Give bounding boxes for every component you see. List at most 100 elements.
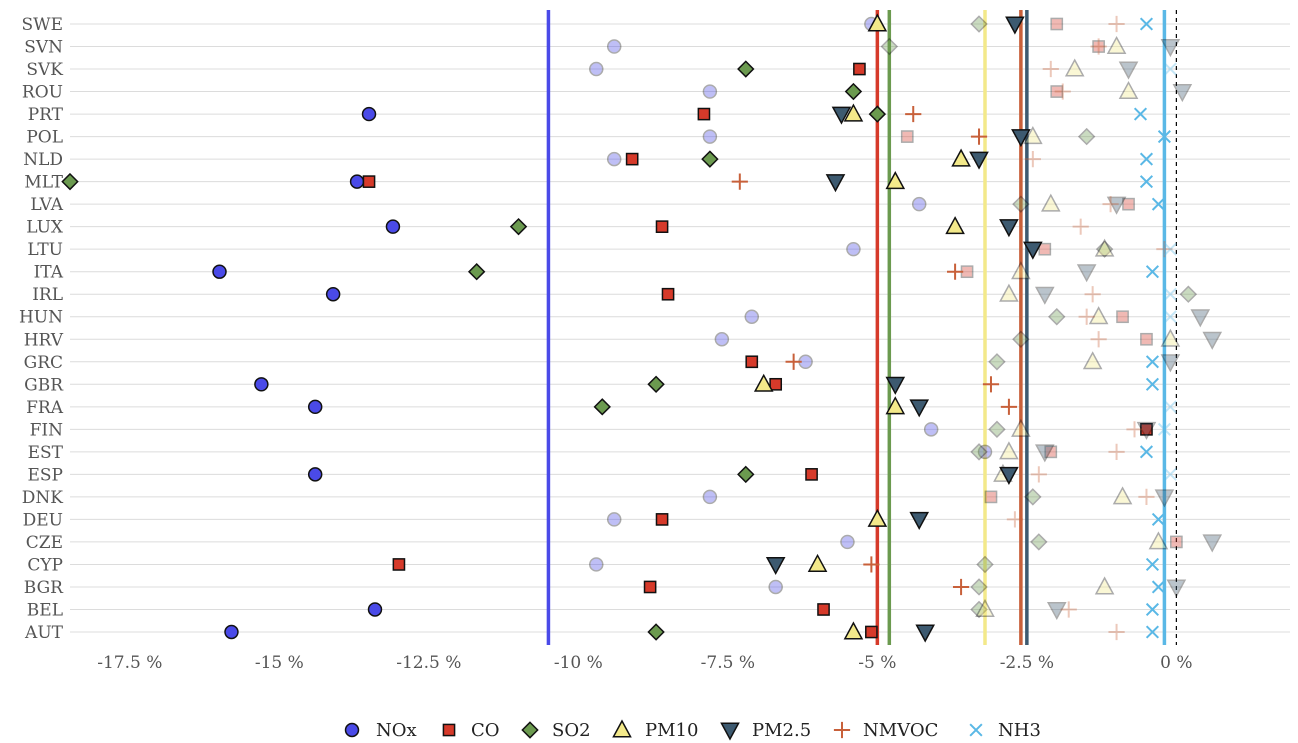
point-co-bel	[817, 603, 830, 616]
point-pm10-fin	[1011, 418, 1031, 437]
point-nmvoc-bgr	[952, 578, 970, 596]
category-label-svk: SVK	[26, 60, 63, 80]
legend-label-nh3: NH3	[998, 720, 1041, 741]
x-tick-label: -10 %	[554, 653, 603, 673]
legend: NOx CO SO2 PM10 PM2.5 NMVOC NH3	[344, 719, 1041, 741]
point-so2-gbr	[647, 375, 665, 394]
point-pm10-ita	[1011, 261, 1031, 280]
point-so2-lux	[509, 217, 528, 236]
point-so2-est	[970, 443, 988, 461]
point-nh3-ltu	[1163, 242, 1177, 256]
point-so2-cyp	[976, 555, 994, 574]
point-nmvoc-ita	[946, 263, 964, 280]
point-nox-prt	[361, 106, 377, 122]
point-pm10-grc	[1082, 351, 1103, 370]
point-nmvoc-cyp	[863, 556, 880, 573]
legend-marker-pm2-5	[720, 722, 740, 741]
point-nh3-est	[1139, 445, 1154, 459]
point-so2-ita	[467, 262, 486, 281]
point-pm2-5-aut	[915, 624, 936, 643]
category-label-nld: NLD	[23, 150, 63, 170]
legend-item-nox: NOx	[344, 720, 417, 741]
point-nmvoc-mlt	[731, 173, 748, 190]
point-nmvoc-nld	[1024, 151, 1041, 168]
point-nh3-deu	[1151, 512, 1165, 526]
point-pm2-5-cze	[1202, 534, 1223, 553]
point-pm2-5-gbr	[885, 376, 906, 395]
point-pm10-prt	[843, 103, 864, 122]
point-nox-irl	[325, 286, 341, 302]
point-pm10-gbr	[753, 373, 774, 392]
legend-item-pm2-5: PM2.5	[720, 720, 811, 741]
point-co-aut	[865, 625, 878, 639]
point-so2-mlt	[61, 172, 79, 191]
point-nox-fin	[923, 422, 939, 437]
point-pm2-5-ita	[1076, 264, 1097, 283]
point-pm10-rou	[1118, 80, 1139, 100]
point-nh3-grc	[1145, 355, 1160, 369]
category-label-aut: AUT	[24, 623, 64, 643]
category-label-bel: BEL	[27, 600, 63, 620]
legend-item-so2: SO2	[521, 720, 591, 741]
category-label-svn: SVN	[24, 38, 63, 58]
point-nox-svk	[589, 61, 604, 77]
data-points	[61, 13, 1223, 643]
point-pm2-5-hun	[1190, 309, 1211, 328]
category-label-cyp: CYP	[27, 555, 63, 575]
point-nmvoc-ltu	[1156, 241, 1173, 258]
x-tick-label: -7.5 %	[701, 653, 755, 673]
point-nox-aut	[224, 624, 239, 640]
point-nox-bel	[367, 602, 383, 617]
point-nmvoc-fra	[1000, 398, 1018, 415]
category-label-mlt: MLT	[24, 173, 63, 193]
point-co-dnk	[984, 490, 998, 504]
category-label-fra: FRA	[26, 398, 64, 418]
point-so2-rou	[844, 82, 863, 101]
point-pm10-aut	[843, 621, 864, 640]
point-co-svk	[853, 62, 866, 76]
series-nmvoc	[731, 15, 1173, 641]
category-label-cze: CZE	[26, 533, 63, 553]
point-pm2-5-bgr	[1166, 579, 1187, 598]
point-pm2-5-cyp	[765, 556, 786, 576]
point-pm2-5-svn	[1160, 39, 1181, 58]
series-mean-lines	[546, 10, 1177, 645]
point-nh3-bgr	[1151, 580, 1165, 594]
point-co-hrv	[1140, 332, 1153, 346]
point-nmvoc-esp	[1030, 466, 1047, 483]
series-nh3	[1133, 17, 1177, 639]
series-co	[362, 17, 1183, 639]
point-nmvoc-deu	[1006, 511, 1023, 528]
point-co-lva	[1122, 197, 1135, 211]
category-label-gbr: GBR	[24, 375, 64, 395]
point-pm2-5-grc	[1160, 354, 1181, 373]
point-so2-aut	[647, 623, 665, 641]
legend-marker-pm10	[612, 719, 632, 738]
point-pm10-irl	[999, 283, 1019, 302]
point-pm10-est	[999, 441, 1019, 460]
point-nox-gbr	[254, 377, 269, 392]
point-nh3-hun	[1163, 310, 1177, 324]
point-pm2-5-irl	[1034, 286, 1055, 305]
gridlines	[70, 23, 1290, 633]
legend-label-pm2-5: PM2.5	[752, 720, 811, 741]
legend-label-nmvoc: NMVOC	[863, 720, 938, 741]
x-tick-label: -12.5 %	[396, 653, 461, 673]
point-nox-svn	[606, 39, 622, 54]
x-tick-label: -17.5 %	[97, 653, 162, 673]
point-co-fin	[1140, 423, 1153, 436]
point-nox-cze	[840, 534, 855, 550]
point-so2-irl	[1179, 285, 1198, 303]
point-so2-svn	[880, 37, 899, 56]
legend-item-nh3: NH3	[969, 720, 1041, 741]
point-nox-fra	[307, 399, 323, 415]
point-co-est	[1044, 445, 1058, 459]
point-so2-grc	[988, 353, 1006, 371]
point-pm10-lux	[945, 216, 965, 235]
point-so2-nld	[701, 150, 719, 168]
point-pm2-5-bel	[1046, 601, 1067, 621]
point-nh3-irl	[1163, 287, 1177, 301]
point-pm2-5-deu	[909, 511, 930, 530]
point-pm10-svn	[1106, 35, 1127, 55]
point-pm2-5-esp	[999, 466, 1019, 485]
